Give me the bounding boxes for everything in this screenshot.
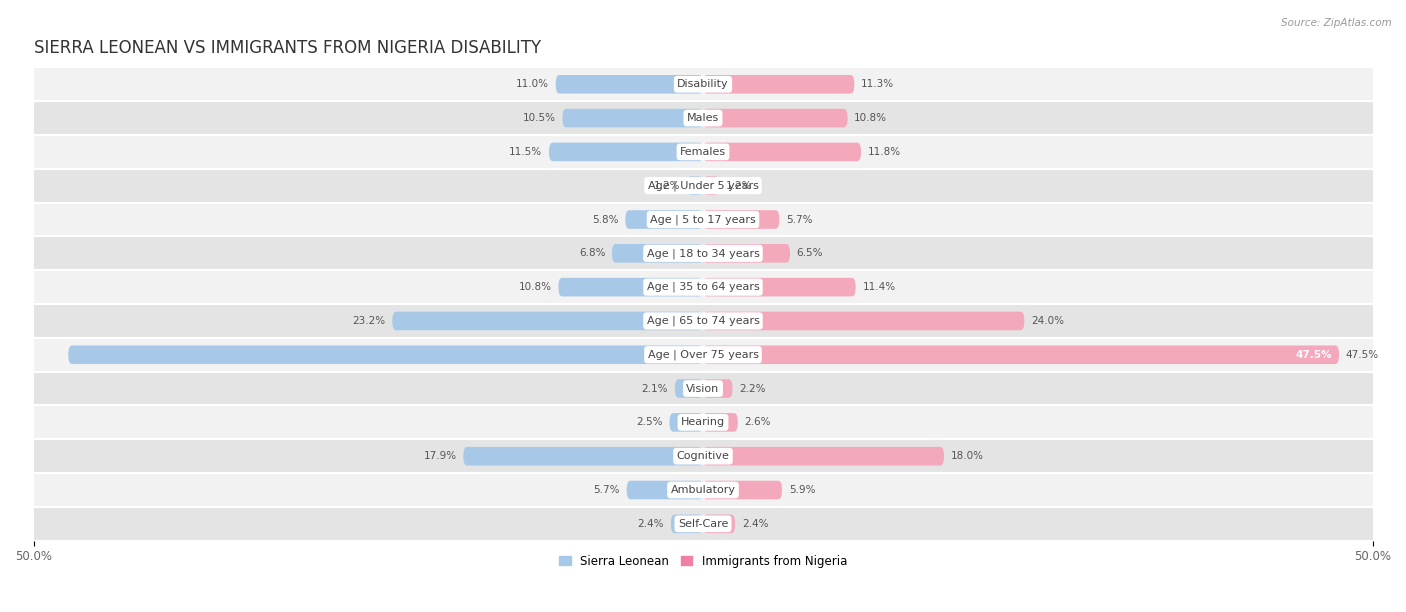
Legend: Sierra Leonean, Immigrants from Nigeria: Sierra Leonean, Immigrants from Nigeria (554, 550, 852, 573)
Text: 5.7%: 5.7% (786, 215, 813, 225)
Text: 18.0%: 18.0% (950, 451, 984, 461)
Text: 2.4%: 2.4% (742, 519, 768, 529)
FancyBboxPatch shape (626, 210, 703, 229)
Text: 24.0%: 24.0% (1031, 316, 1064, 326)
FancyBboxPatch shape (558, 278, 703, 296)
Text: Cognitive: Cognitive (676, 451, 730, 461)
FancyBboxPatch shape (464, 447, 703, 466)
Text: Females: Females (681, 147, 725, 157)
Text: Self-Care: Self-Care (678, 519, 728, 529)
FancyBboxPatch shape (671, 515, 703, 533)
Text: Age | Over 75 years: Age | Over 75 years (648, 349, 758, 360)
FancyBboxPatch shape (703, 143, 860, 161)
Text: Disability: Disability (678, 80, 728, 89)
Bar (34, 406, 1372, 439)
Bar (34, 338, 1372, 371)
FancyBboxPatch shape (703, 278, 856, 296)
Text: Hearing: Hearing (681, 417, 725, 427)
FancyBboxPatch shape (675, 379, 703, 398)
FancyBboxPatch shape (627, 480, 703, 499)
FancyBboxPatch shape (703, 447, 943, 466)
Bar (34, 101, 1372, 135)
FancyBboxPatch shape (669, 413, 703, 431)
Bar (34, 371, 1372, 406)
Bar (34, 169, 1372, 203)
Text: 1.2%: 1.2% (725, 181, 752, 191)
FancyBboxPatch shape (703, 176, 718, 195)
FancyBboxPatch shape (548, 143, 703, 161)
FancyBboxPatch shape (703, 312, 1025, 330)
FancyBboxPatch shape (703, 515, 735, 533)
Text: Vision: Vision (686, 384, 720, 394)
Text: 47.5%: 47.5% (1296, 350, 1333, 360)
Text: Ambulatory: Ambulatory (671, 485, 735, 495)
FancyBboxPatch shape (703, 75, 855, 94)
Text: 11.0%: 11.0% (516, 80, 548, 89)
Bar (34, 439, 1372, 473)
FancyBboxPatch shape (562, 109, 703, 127)
FancyBboxPatch shape (703, 109, 848, 127)
FancyBboxPatch shape (703, 210, 779, 229)
Text: Age | Under 5 years: Age | Under 5 years (648, 181, 758, 191)
FancyBboxPatch shape (703, 480, 782, 499)
Bar (34, 67, 1372, 101)
Text: 5.9%: 5.9% (789, 485, 815, 495)
Text: 6.5%: 6.5% (797, 248, 824, 258)
FancyBboxPatch shape (688, 176, 703, 195)
Text: 10.8%: 10.8% (519, 282, 551, 292)
Text: 5.8%: 5.8% (592, 215, 619, 225)
Bar (34, 135, 1372, 169)
Text: Age | 5 to 17 years: Age | 5 to 17 years (650, 214, 756, 225)
Text: 2.6%: 2.6% (745, 417, 770, 427)
FancyBboxPatch shape (703, 244, 790, 263)
Text: 2.4%: 2.4% (638, 519, 664, 529)
Bar (34, 507, 1372, 541)
Text: 2.2%: 2.2% (740, 384, 766, 394)
Text: Age | 18 to 34 years: Age | 18 to 34 years (647, 248, 759, 259)
Text: 23.2%: 23.2% (353, 316, 385, 326)
Text: 47.5%: 47.5% (1346, 350, 1379, 360)
Text: 11.8%: 11.8% (868, 147, 901, 157)
Bar (34, 473, 1372, 507)
Text: 10.5%: 10.5% (523, 113, 555, 123)
FancyBboxPatch shape (703, 413, 738, 431)
Text: 17.9%: 17.9% (423, 451, 457, 461)
Text: 10.8%: 10.8% (855, 113, 887, 123)
Bar (34, 236, 1372, 271)
Text: Males: Males (688, 113, 718, 123)
Text: 11.5%: 11.5% (509, 147, 543, 157)
Text: 1.2%: 1.2% (654, 181, 681, 191)
Bar (34, 304, 1372, 338)
Text: Age | 65 to 74 years: Age | 65 to 74 years (647, 316, 759, 326)
Bar (34, 271, 1372, 304)
Text: 2.5%: 2.5% (637, 417, 662, 427)
Text: SIERRA LEONEAN VS IMMIGRANTS FROM NIGERIA DISABILITY: SIERRA LEONEAN VS IMMIGRANTS FROM NIGERI… (34, 40, 541, 58)
Text: 6.8%: 6.8% (579, 248, 605, 258)
Text: Age | 35 to 64 years: Age | 35 to 64 years (647, 282, 759, 293)
Text: Source: ZipAtlas.com: Source: ZipAtlas.com (1281, 18, 1392, 28)
FancyBboxPatch shape (703, 379, 733, 398)
Text: 2.1%: 2.1% (641, 384, 668, 394)
Text: 5.7%: 5.7% (593, 485, 620, 495)
Bar (34, 203, 1372, 236)
Text: 11.4%: 11.4% (862, 282, 896, 292)
Text: 11.3%: 11.3% (860, 80, 894, 89)
FancyBboxPatch shape (69, 345, 703, 364)
FancyBboxPatch shape (392, 312, 703, 330)
FancyBboxPatch shape (612, 244, 703, 263)
FancyBboxPatch shape (703, 345, 1339, 364)
FancyBboxPatch shape (555, 75, 703, 94)
